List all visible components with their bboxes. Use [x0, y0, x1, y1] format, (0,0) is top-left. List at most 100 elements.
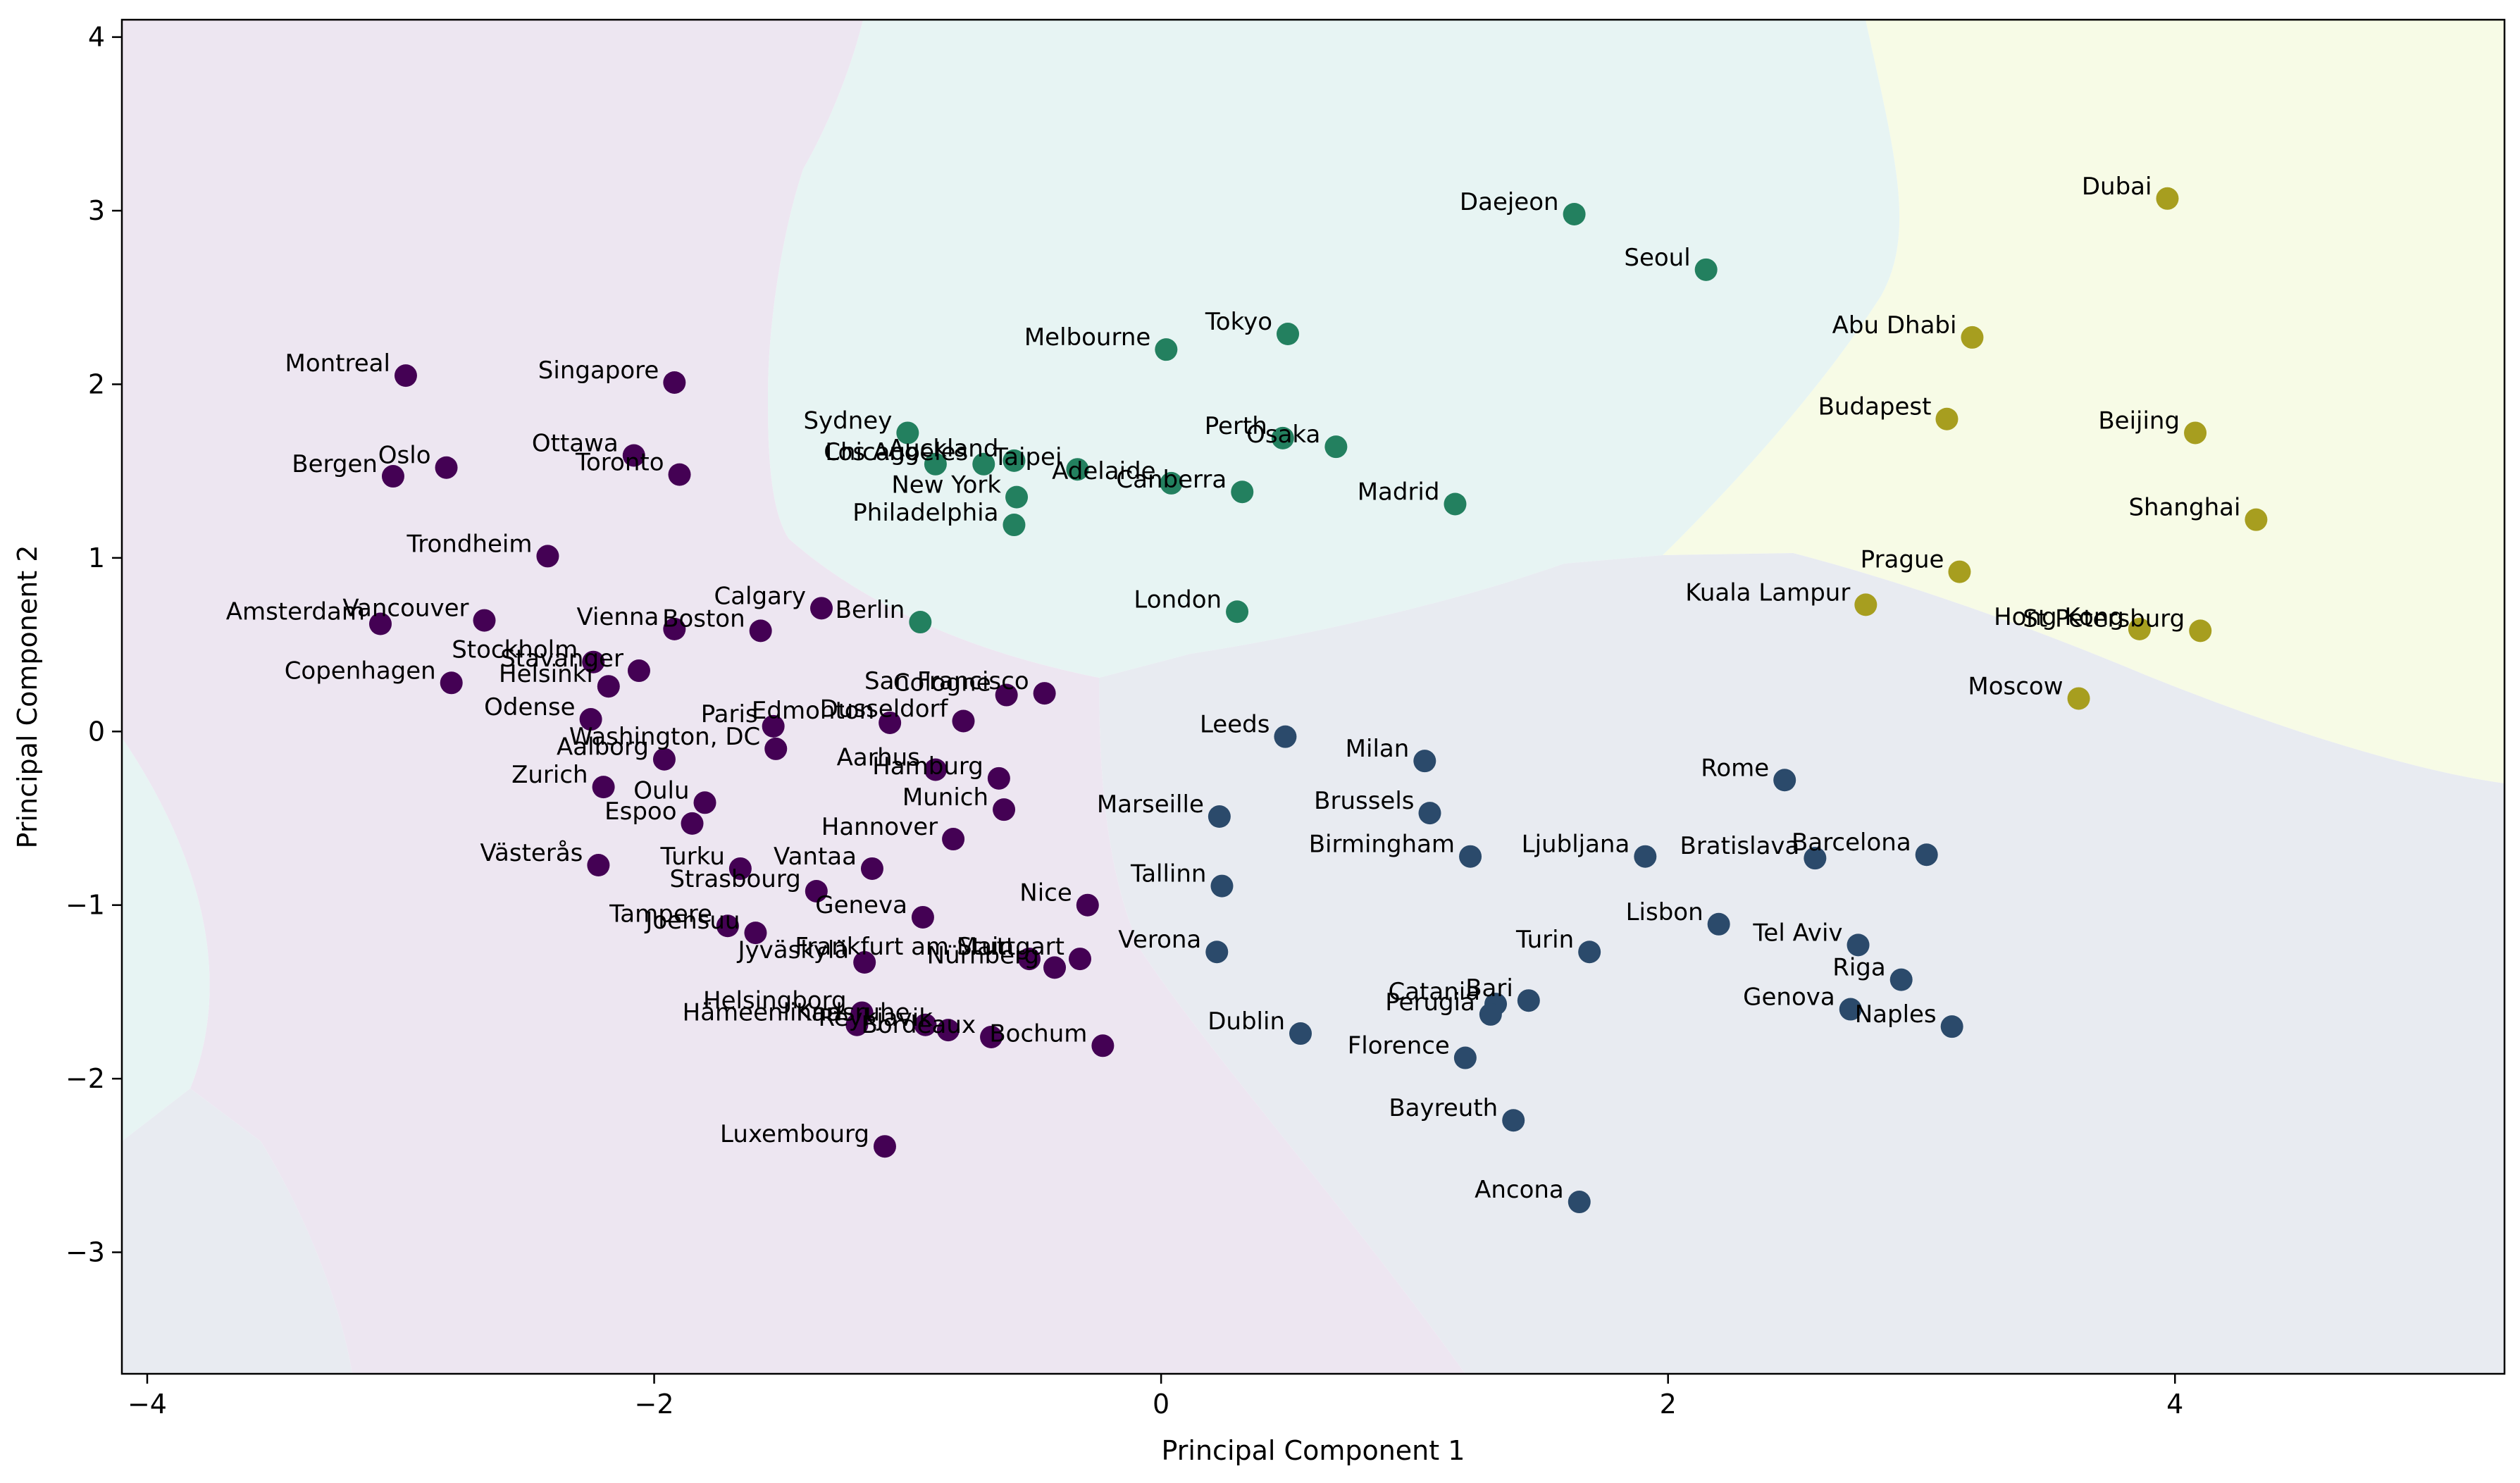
point-label: Tokyo — [1205, 308, 1272, 336]
point-label: Reykjavik — [819, 1004, 933, 1032]
x-tick-label: −4 — [128, 1389, 167, 1420]
point-label: Vancouver — [342, 595, 468, 623]
point-label: San Francisco — [864, 667, 1029, 695]
data-point — [1453, 1046, 1477, 1069]
point-label: Philadelphia — [852, 499, 998, 527]
data-point — [1231, 480, 1254, 504]
point-label: Perth — [1205, 412, 1267, 440]
x-tick-label: 0 — [1153, 1389, 1169, 1420]
y-tick-label: −1 — [66, 890, 105, 921]
point-label: Amsterdam — [226, 598, 365, 626]
data-point — [668, 463, 691, 486]
data-point — [980, 1025, 1003, 1048]
data-point — [936, 1019, 960, 1042]
x-tick-label: 2 — [1660, 1389, 1677, 1420]
data-point — [952, 709, 975, 733]
point-label: Tampere — [609, 900, 712, 928]
y-tick-label: 4 — [88, 22, 105, 53]
data-point — [1413, 750, 1436, 773]
point-label: Perugia — [1385, 988, 1475, 1017]
decision-region-1-left — [122, 1088, 352, 1374]
data-point — [1208, 805, 1231, 829]
point-label: Verona — [1118, 926, 1201, 954]
data-point — [728, 857, 752, 880]
point-label: Stavanger — [500, 645, 623, 673]
point-label: Prague — [1861, 546, 1944, 574]
data-point — [896, 421, 919, 445]
data-point — [1418, 802, 1441, 825]
point-label: Dusseldorf — [820, 695, 949, 723]
data-point — [2156, 187, 2179, 210]
point-label: Washington, DC — [569, 723, 760, 751]
point-label: Barcelona — [1792, 829, 1911, 857]
data-point — [473, 609, 496, 632]
data-point — [1289, 1022, 1312, 1045]
point-label: Taipei — [993, 443, 1062, 471]
point-label: Los Angeles — [825, 438, 968, 466]
point-label: Luxembourg — [720, 1120, 869, 1148]
point-label: London — [1134, 585, 1222, 614]
data-point — [579, 708, 602, 731]
point-label: Espoo — [604, 798, 676, 826]
data-point — [995, 683, 1018, 707]
decision-region-0 — [122, 20, 1465, 1374]
data-points — [368, 187, 2268, 1214]
data-point — [1003, 514, 1026, 537]
point-label: Paris — [701, 700, 758, 728]
data-point — [972, 452, 995, 476]
data-point — [1773, 769, 1796, 792]
data-point — [1459, 845, 1482, 868]
data-point — [1563, 202, 1586, 225]
data-point — [2067, 687, 2090, 710]
data-point — [1091, 1034, 1115, 1057]
point-label: Bochum — [989, 1019, 1087, 1048]
point-label: Budapest — [1818, 393, 1932, 421]
point-label: Nice — [1019, 879, 1072, 907]
data-point — [1226, 600, 1249, 623]
decision-region-2-left — [122, 738, 210, 1141]
point-label: Ancona — [1475, 1176, 1564, 1204]
data-point — [1033, 682, 1056, 705]
point-label: Trondheim — [406, 530, 532, 558]
data-point — [1839, 998, 1862, 1021]
data-point — [1068, 948, 1091, 971]
y-tick-label: 1 — [88, 542, 105, 573]
point-label: Toronto — [575, 449, 664, 477]
point-label: Berlin — [836, 596, 905, 624]
point-label: Montreal — [285, 349, 390, 378]
data-point — [924, 758, 947, 781]
point-label: Bari — [1465, 974, 1513, 1003]
data-point — [1502, 1109, 1525, 1132]
point-label: Bordeaux — [862, 1011, 976, 1039]
data-point — [1043, 956, 1067, 979]
data-point — [2189, 619, 2212, 643]
data-point — [1160, 471, 1183, 495]
data-point — [663, 617, 686, 640]
point-label: Naples — [1855, 1000, 1937, 1029]
point-label: Strasbourg — [669, 865, 800, 893]
point-label: Bratislava — [1680, 832, 1800, 860]
data-point — [1889, 968, 1913, 991]
data-point — [1210, 874, 1234, 898]
point-label: Canberra — [1116, 466, 1227, 494]
point-label: Nürnberg — [927, 941, 1039, 969]
point-label: Riga — [1832, 954, 1886, 982]
point-label: Ljubljana — [1522, 831, 1630, 859]
point-label: Hong Kong — [1994, 603, 2124, 631]
data-point — [1854, 593, 1877, 616]
data-point — [440, 671, 463, 695]
data-point — [1324, 435, 1348, 459]
data-point — [1444, 492, 1467, 516]
y-axis-label: Principal Component 2 — [12, 545, 43, 849]
data-point — [1694, 258, 1718, 281]
data-point — [1568, 1191, 1591, 1214]
data-point — [845, 1013, 869, 1036]
data-point — [693, 791, 716, 814]
y-tick-label: 2 — [88, 368, 105, 399]
point-label: Joensuu — [644, 907, 740, 935]
point-label: Edmonton — [752, 697, 874, 725]
decision-region-2 — [768, 20, 1900, 678]
data-point — [1517, 989, 1540, 1012]
